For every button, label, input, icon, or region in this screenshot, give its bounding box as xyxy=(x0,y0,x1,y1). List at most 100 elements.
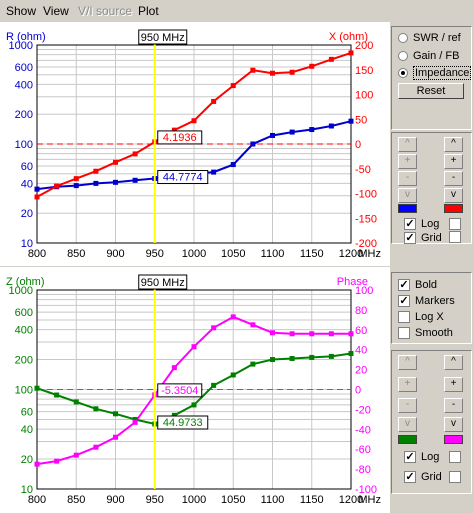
top-log-check-mark[interactable]: ✓ xyxy=(404,218,416,230)
smooth-checkbox[interactable]: Smooth xyxy=(398,326,453,340)
markers-label: Markers xyxy=(415,295,455,307)
x-axis-unit-label: MHz xyxy=(358,248,381,260)
right-axis-tick-label: 0 xyxy=(355,139,361,151)
menu-plot[interactable]: Plot xyxy=(138,4,159,18)
bottom-left-down-fast-button[interactable]: v xyxy=(398,417,417,432)
left-axis-tick-label: 400 xyxy=(15,79,33,91)
radio-impedance[interactable]: Impedance xyxy=(398,66,472,80)
top-right-color-swatch[interactable] xyxy=(444,204,463,213)
bottom-right-log-checkbox[interactable] xyxy=(449,451,461,463)
top-right-log-checkbox[interactable] xyxy=(449,218,461,230)
right-axis-tick-label: -200 xyxy=(355,238,377,250)
radio-gain-indicator[interactable] xyxy=(398,51,408,61)
top-right-up-fast-button[interactable]: ^ xyxy=(444,137,463,152)
x-axis-tick-label: 1100 xyxy=(261,248,285,260)
right-axis-tick-label: 0 xyxy=(355,385,361,397)
left-series-marker xyxy=(54,392,60,398)
cursor-frequency-label: 950 MHz xyxy=(141,277,185,289)
smooth-check-mark[interactable] xyxy=(398,327,410,339)
left-axis-tick-label: 100 xyxy=(15,385,33,397)
left-series-marker xyxy=(328,353,334,359)
bottom-left-plus-button[interactable]: + xyxy=(398,377,417,392)
radio-gain[interactable]: Gain / FB xyxy=(398,49,459,63)
top-grid-checkbox[interactable]: ✓ Grid xyxy=(404,231,442,245)
bold-check-mark[interactable]: ✓ xyxy=(398,279,410,291)
top-right-grid-checkbox[interactable] xyxy=(449,231,461,243)
bottom-log-check-mark[interactable]: ✓ xyxy=(404,451,416,463)
top-left-down-fast-button[interactable]: v xyxy=(398,188,417,203)
left-series-marker xyxy=(270,132,275,138)
bottom-left-color-swatch[interactable] xyxy=(398,435,417,444)
markers-checkbox[interactable]: ✓ Markers xyxy=(398,294,455,308)
right-series-marker xyxy=(328,331,334,337)
right-series-marker xyxy=(132,419,138,425)
left-axis-tick-label: 200 xyxy=(15,355,33,367)
top-grid-check-mark[interactable]: ✓ xyxy=(404,232,416,244)
bottom-log-checkbox[interactable]: ✓ Log xyxy=(404,450,439,464)
x-axis-tick-label: 800 xyxy=(28,248,46,260)
x-axis-tick-label: 1000 xyxy=(182,248,206,260)
top-left-up-fast-button[interactable]: ^ xyxy=(398,137,417,152)
reset-button[interactable]: Reset xyxy=(398,83,464,99)
bottom-right-minus-button[interactable]: - xyxy=(444,398,463,413)
logx-check-mark[interactable] xyxy=(398,311,410,323)
bottom-right-grid-checkbox[interactable] xyxy=(449,471,461,483)
right-axis-tick-label: -40 xyxy=(355,424,371,436)
right-axis-tick-label: 80 xyxy=(355,305,367,317)
right-axis-tick-label: 200 xyxy=(355,40,373,52)
impedance-rx-chart[interactable]: 1000 600 400 200 100 60 40 20 10 200 150 100 50 0 -50 -… xyxy=(0,22,390,266)
right-axis-tick-label: -50 xyxy=(355,164,371,176)
left-axis-tick-label: 200 xyxy=(15,109,33,121)
logx-label: Log X xyxy=(415,311,444,323)
bottom-left-up-fast-button[interactable]: ^ xyxy=(398,355,417,370)
menu-show[interactable]: Show xyxy=(6,4,37,18)
left-series-marker xyxy=(230,162,236,168)
left-series-marker xyxy=(211,169,217,175)
right-axis-title: Phase xyxy=(337,276,368,288)
left-series-marker xyxy=(270,357,275,363)
top-grid-label: Grid xyxy=(421,232,442,244)
bottom-right-plus-button[interactable]: + xyxy=(444,377,463,392)
left-axis-tick-label: 600 xyxy=(15,62,33,74)
left-series-marker xyxy=(289,355,295,361)
menu-vi-source[interactable]: V/I source xyxy=(78,4,133,18)
right-axis-tick-label: 20 xyxy=(355,365,367,377)
radio-swr-indicator[interactable] xyxy=(398,33,408,43)
x-axis-tick-label: 850 xyxy=(67,248,85,260)
top-left-minus-button[interactable]: - xyxy=(398,171,417,186)
bottom-grid-check-mark[interactable]: ✓ xyxy=(404,471,416,483)
bottom-left-minus-button[interactable]: - xyxy=(398,398,417,413)
markers-check-mark[interactable]: ✓ xyxy=(398,295,410,307)
top-right-minus-button[interactable]: - xyxy=(444,171,463,186)
top-left-plus-button[interactable]: + xyxy=(398,154,417,169)
right-axis-tick-label: 60 xyxy=(355,325,367,337)
logx-checkbox[interactable]: Log X xyxy=(398,310,444,324)
menu-bar: Show View V/I source Plot xyxy=(0,0,474,22)
right-series-marker xyxy=(270,330,275,336)
left-series-marker xyxy=(34,186,40,192)
right-series-marker xyxy=(289,69,295,75)
left-axis-title: Z (ohm) xyxy=(6,276,45,288)
bottom-right-down-fast-button[interactable]: v xyxy=(444,417,463,432)
right-axis-tick-label: 50 xyxy=(355,114,367,126)
x-axis-tick-label: 900 xyxy=(106,248,124,260)
bottom-right-up-fast-button[interactable]: ^ xyxy=(444,355,463,370)
top-log-checkbox[interactable]: ✓ Log xyxy=(404,217,439,231)
bottom-grid-checkbox[interactable]: ✓ Grid xyxy=(404,470,442,484)
bold-checkbox[interactable]: ✓ Bold xyxy=(398,278,437,292)
top-left-color-swatch[interactable] xyxy=(398,204,417,213)
left-series-marker xyxy=(250,361,256,367)
right-series-marker xyxy=(73,176,79,182)
cursor-frequency-box xyxy=(138,29,188,45)
menu-view[interactable]: View xyxy=(43,4,69,18)
left-series-marker xyxy=(73,399,79,405)
bottom-right-color-swatch[interactable] xyxy=(444,435,463,444)
impedance-z-phase-chart[interactable]: 100060040020010060402010100806040200-20-… xyxy=(0,267,390,513)
top-right-plus-button[interactable]: + xyxy=(444,154,463,169)
right-readout-box xyxy=(157,130,203,145)
top-right-down-fast-button[interactable]: v xyxy=(444,188,463,203)
radio-impedance-indicator[interactable] xyxy=(398,68,408,78)
radio-swr[interactable]: SWR / ref xyxy=(398,31,461,45)
left-series-marker xyxy=(93,406,99,412)
right-series-marker xyxy=(309,331,315,337)
